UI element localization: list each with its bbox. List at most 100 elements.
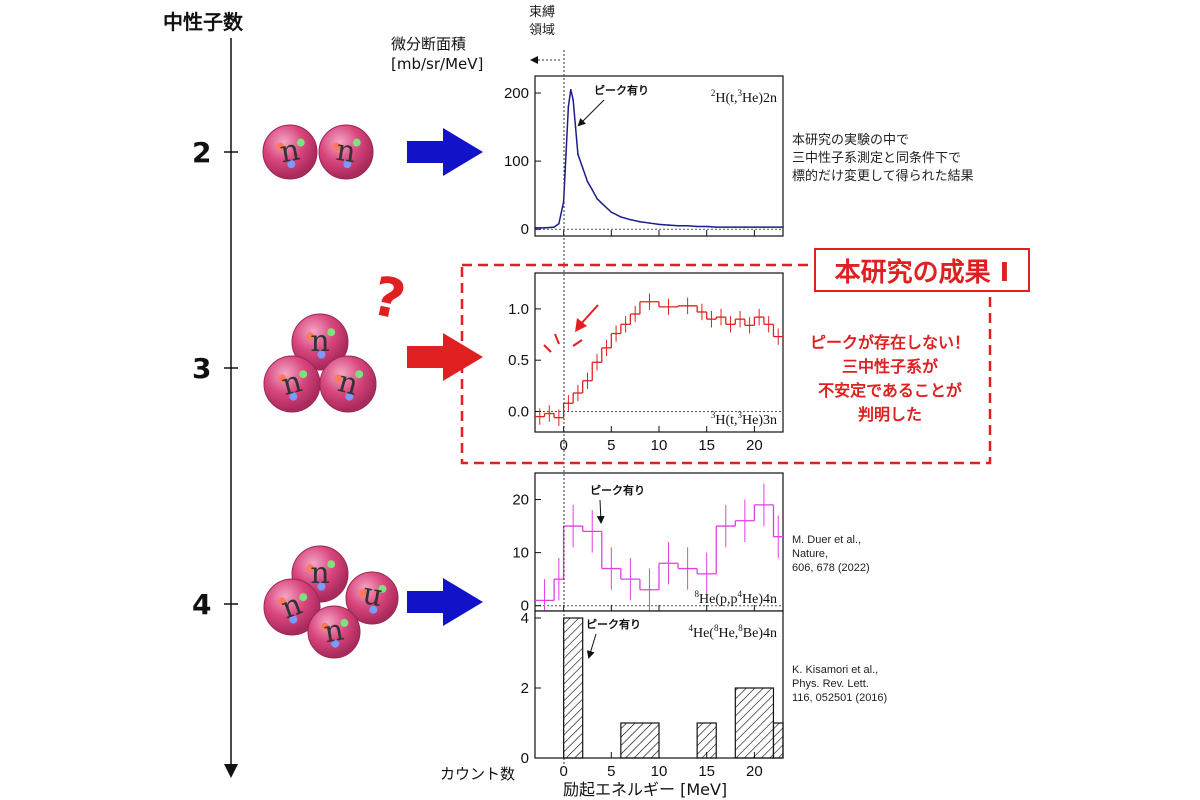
result-note: ピークが存在しない！ 三中性子系が 不安定であることが 判明した [809, 333, 970, 424]
quark-dot [306, 332, 315, 341]
mass-number: 4 [738, 589, 743, 599]
data-point [734, 226, 737, 228]
y-tick-label: 10 [512, 545, 529, 562]
quark-dot [320, 622, 329, 631]
data-point [715, 226, 718, 228]
missing-peak-marker [543, 304, 599, 353]
note-2n: 本研究の実験の中で 三中性子系測定と同条件下で 標的だけ変更して得られた結果 [792, 133, 974, 184]
mass-number: 4 [688, 623, 693, 633]
neutron-3a: n [291, 313, 349, 371]
quark-dot [317, 350, 326, 359]
mass-number: 8 [714, 623, 719, 633]
result-box: 本研究の成果 I [814, 248, 1030, 292]
quark-dot [299, 593, 308, 602]
data-point [543, 227, 546, 229]
x-tick-label: 10 [651, 763, 668, 780]
neutron-sphere [291, 313, 349, 371]
data-point [705, 225, 708, 228]
quark-dot [299, 370, 308, 379]
bound-region-label: 束縛 領域 [529, 5, 556, 38]
x-tick-label: 5 [607, 763, 615, 780]
quark-dot [276, 142, 285, 151]
quark-dot [327, 560, 336, 569]
quark-dot [343, 160, 352, 169]
panel-1: 200 100 0 2H(t,3He)2n ピーク有り [504, 75, 784, 238]
quark-dot [378, 584, 387, 593]
neutron-sphere [318, 124, 374, 180]
x-tick-label: 20 [746, 763, 763, 780]
x-axis-label: 励起エネルギー [MeV] [563, 780, 728, 799]
neutron-sphere [319, 355, 377, 413]
y-tick-label: 0 [521, 221, 529, 238]
neutron-4c: n [345, 571, 399, 625]
data-point [565, 153, 567, 156]
neutron-sphere [345, 571, 399, 625]
mass-number: 3 [711, 410, 716, 420]
data-point [586, 180, 589, 183]
arrow-2n [407, 128, 483, 176]
mass-number: 3 [738, 410, 743, 420]
reaction-label: 3H(t,3He)3n [711, 410, 777, 428]
mass-number: 8 [695, 589, 700, 599]
quark-dot [355, 370, 364, 379]
y-tick-label: 0.0 [508, 403, 529, 420]
data-point [569, 88, 572, 91]
x-tick-label: 10 [651, 437, 668, 454]
peak-arrow [586, 633, 597, 659]
neutron-sphere [263, 578, 321, 636]
quark-dot [334, 374, 343, 383]
reference-kisamori: K. Kisamori et al., Phys. Rev. Lett. 116… [792, 664, 888, 704]
neutron-sphere [307, 605, 361, 659]
data-point [696, 225, 698, 228]
data-point [553, 226, 555, 228]
arrow-3n [407, 333, 483, 381]
data-point [772, 226, 775, 228]
panel-frame [534, 272, 784, 433]
quark-dot [289, 392, 298, 401]
quark-dot [331, 639, 340, 648]
quark-dot [340, 618, 349, 627]
neutron-2b: n [318, 124, 374, 180]
y-tick-label: 0.5 [508, 352, 529, 369]
data-point [574, 126, 577, 128]
quark-dot [352, 138, 361, 147]
y-tick-label: 100 [504, 153, 529, 170]
data-point [600, 202, 603, 205]
x-tick-label: 0 [559, 437, 567, 454]
reaction-text: He, [718, 626, 738, 641]
peak-label: ピーク有り [594, 83, 649, 97]
data-point [677, 224, 679, 227]
reaction-arrows [407, 128, 483, 626]
data-point [572, 99, 574, 101]
neutron-2a: n [262, 124, 318, 180]
reaction-text: He)3n [742, 413, 777, 428]
neutron-4d: n [307, 605, 361, 659]
quark-dot [358, 588, 367, 597]
data-point [763, 226, 765, 228]
count-bar [696, 722, 717, 759]
x-tick-label: 0 [559, 763, 567, 780]
quark-dot [289, 615, 298, 624]
reaction-label: 4He(8He,8Be)4n [688, 623, 777, 641]
count-bar [734, 687, 775, 759]
x-tick-label: 20 [746, 437, 763, 454]
reaction-text: He)2n [742, 91, 777, 106]
question-mark: ? [367, 264, 411, 332]
quark-dot [317, 582, 326, 591]
y-tick-label: 20 [512, 492, 529, 509]
reaction-text: He( [693, 626, 714, 641]
data-point [782, 226, 784, 228]
count-bar [620, 722, 660, 759]
reaction-text: H(t, [715, 413, 737, 428]
y-tick-label: 2 [521, 680, 529, 697]
data-point [581, 167, 584, 169]
quark-dot [296, 138, 305, 147]
reaction-label: 2H(t,3He)2n [711, 88, 777, 106]
quark-dot [306, 564, 315, 573]
neutron-3b: n [263, 355, 321, 413]
neutron-number-2: 2 [192, 136, 212, 169]
data-point [686, 224, 689, 227]
neutron-4b: n [263, 578, 321, 636]
